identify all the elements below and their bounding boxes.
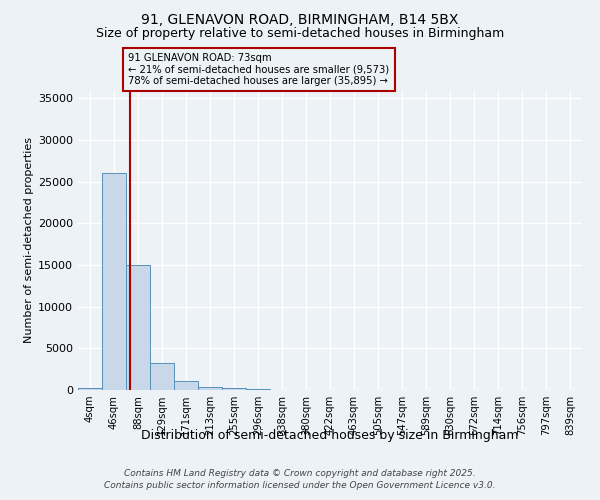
- Bar: [150, 364, 174, 390]
- Bar: [246, 389, 270, 390]
- Bar: [102, 174, 126, 390]
- Text: Distribution of semi-detached houses by size in Birmingham: Distribution of semi-detached houses by …: [141, 428, 519, 442]
- Text: 91 GLENAVON ROAD: 73sqm
← 21% of semi-detached houses are smaller (9,573)
78% of: 91 GLENAVON ROAD: 73sqm ← 21% of semi-de…: [128, 52, 389, 86]
- Text: Contains HM Land Registry data © Crown copyright and database right 2025.: Contains HM Land Registry data © Crown c…: [124, 468, 476, 477]
- Text: Size of property relative to semi-detached houses in Birmingham: Size of property relative to semi-detach…: [96, 28, 504, 40]
- Bar: [126, 265, 150, 390]
- Text: Contains public sector information licensed under the Open Government Licence v3: Contains public sector information licen…: [104, 481, 496, 490]
- Bar: [222, 388, 246, 390]
- Y-axis label: Number of semi-detached properties: Number of semi-detached properties: [24, 137, 34, 343]
- Bar: [174, 381, 198, 390]
- Bar: [198, 386, 222, 390]
- Text: 91, GLENAVON ROAD, BIRMINGHAM, B14 5BX: 91, GLENAVON ROAD, BIRMINGHAM, B14 5BX: [142, 12, 458, 26]
- Bar: [78, 388, 102, 390]
